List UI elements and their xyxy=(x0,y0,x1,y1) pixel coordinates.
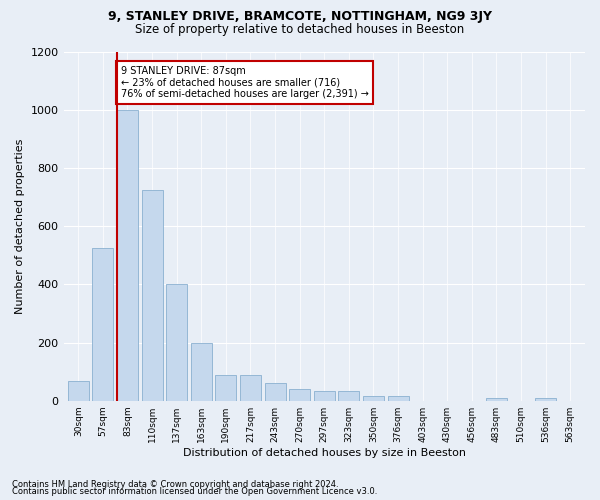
Bar xyxy=(289,389,310,400)
Bar xyxy=(265,383,286,400)
Bar xyxy=(535,398,556,400)
Bar xyxy=(68,381,89,400)
Text: 9, STANLEY DRIVE, BRAMCOTE, NOTTINGHAM, NG9 3JY: 9, STANLEY DRIVE, BRAMCOTE, NOTTINGHAM, … xyxy=(108,10,492,23)
Bar xyxy=(92,248,113,400)
Bar xyxy=(338,392,359,400)
Bar xyxy=(314,392,335,400)
Text: Size of property relative to detached houses in Beeston: Size of property relative to detached ho… xyxy=(136,22,464,36)
Bar xyxy=(166,284,187,401)
Bar xyxy=(486,398,507,400)
X-axis label: Distribution of detached houses by size in Beeston: Distribution of detached houses by size … xyxy=(183,448,466,458)
Y-axis label: Number of detached properties: Number of detached properties xyxy=(15,138,25,314)
Bar xyxy=(240,374,261,400)
Bar xyxy=(215,374,236,400)
Bar xyxy=(191,344,212,400)
Text: 9 STANLEY DRIVE: 87sqm
← 23% of detached houses are smaller (716)
76% of semi-de: 9 STANLEY DRIVE: 87sqm ← 23% of detached… xyxy=(121,66,368,100)
Bar xyxy=(142,190,163,400)
Text: Contains HM Land Registry data © Crown copyright and database right 2024.: Contains HM Land Registry data © Crown c… xyxy=(12,480,338,489)
Bar xyxy=(363,396,384,400)
Bar xyxy=(117,110,138,401)
Text: Contains public sector information licensed under the Open Government Licence v3: Contains public sector information licen… xyxy=(12,487,377,496)
Bar xyxy=(388,396,409,400)
